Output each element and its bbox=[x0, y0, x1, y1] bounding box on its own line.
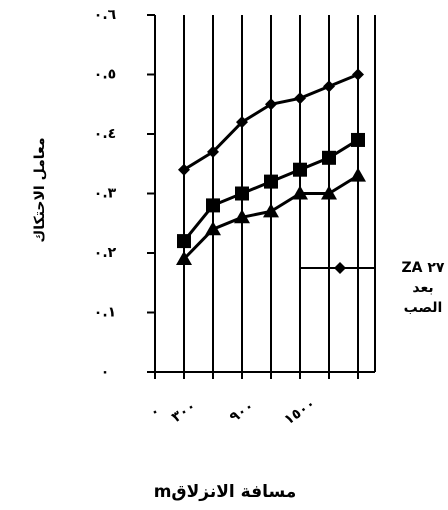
point bbox=[205, 221, 221, 236]
x-axis-title: مسافة الانزلاقm bbox=[154, 482, 297, 502]
point bbox=[293, 162, 307, 177]
point bbox=[265, 98, 277, 111]
y-tick-label: ٠.١ bbox=[94, 305, 116, 321]
y-tick-label: ٠ bbox=[101, 364, 110, 380]
y-axis-title: معامل الاحتكاك bbox=[32, 137, 48, 242]
point bbox=[207, 145, 219, 158]
point bbox=[234, 209, 250, 224]
point bbox=[323, 80, 335, 93]
point bbox=[264, 174, 278, 189]
point bbox=[351, 132, 365, 147]
y-tick-label: ٠.٦ bbox=[94, 7, 117, 23]
y-tick-label: ٠.٣ bbox=[94, 186, 117, 202]
point bbox=[178, 163, 190, 176]
x-tick-label: ١٥٠٠ bbox=[281, 396, 318, 429]
point bbox=[206, 198, 220, 213]
x-tick-label: ٠ bbox=[147, 403, 163, 421]
legend-label: ZA ٢٧ بعد الصب bbox=[401, 260, 445, 316]
point bbox=[236, 116, 248, 129]
y-tick-label: ٠.٥ bbox=[94, 67, 116, 83]
point bbox=[352, 68, 364, 81]
y-tick-label: ٠.٤ bbox=[94, 126, 116, 142]
x-tick-label: ٣٠٠ bbox=[169, 398, 199, 426]
y-tick-label: ٠.٢ bbox=[94, 245, 117, 261]
point bbox=[263, 203, 279, 218]
point bbox=[350, 167, 366, 182]
legend-marker bbox=[334, 262, 346, 274]
x-tick-label: ٩٠٠ bbox=[227, 398, 257, 426]
point bbox=[321, 185, 337, 200]
point bbox=[294, 92, 306, 105]
point bbox=[235, 186, 249, 201]
point bbox=[177, 234, 191, 249]
point bbox=[176, 250, 192, 265]
point bbox=[292, 185, 308, 200]
point bbox=[322, 150, 336, 165]
